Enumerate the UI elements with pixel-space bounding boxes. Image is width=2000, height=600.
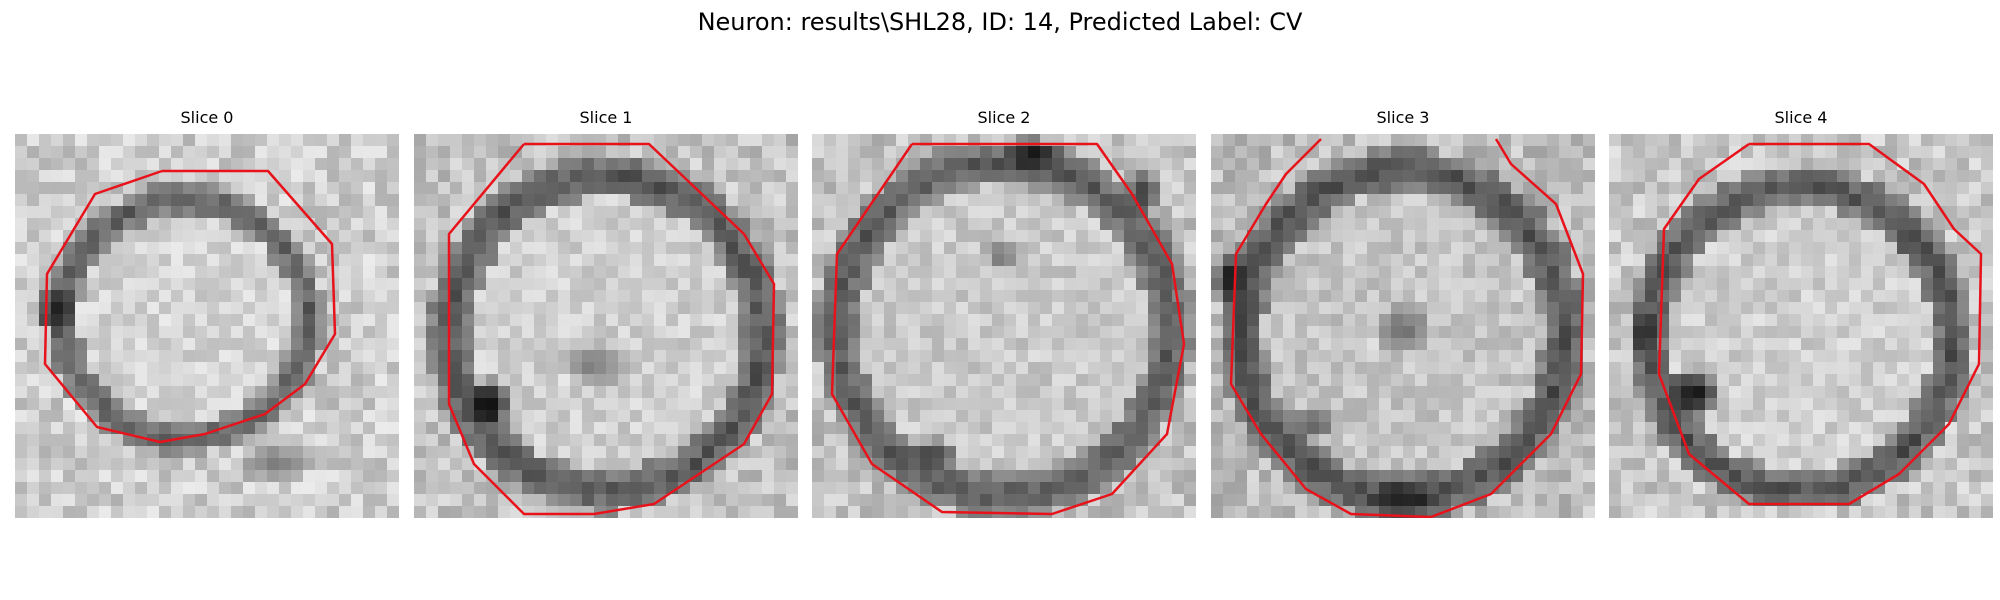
- slice-panel: Slice 2: [812, 108, 1196, 518]
- em-slice-image: [414, 134, 798, 518]
- segmentation-contour: [830, 142, 1186, 516]
- segmentation-contour: [1229, 138, 1585, 518]
- em-slice-image: [812, 134, 1196, 518]
- segmentation-contour: [1657, 142, 1983, 506]
- figure-title: Neuron: results\SHL28, ID: 14, Predicted…: [697, 8, 1303, 36]
- slice-panel: Slice 1: [414, 108, 798, 518]
- pixel-grid: [1609, 134, 1993, 518]
- segmentation-contour: [43, 169, 337, 444]
- slice-panel: Slice 0: [15, 108, 399, 518]
- pixel-grid: [15, 134, 399, 518]
- em-slice-image: [15, 134, 399, 518]
- slice-title: Slice 4: [1774, 108, 1828, 127]
- segmentation-contour: [447, 142, 776, 516]
- em-slice-image: [1211, 134, 1595, 518]
- slice-title: Slice 1: [579, 108, 633, 127]
- em-slice-image: [1609, 134, 1993, 518]
- pixel-grid: [1211, 134, 1595, 518]
- slice-panel: Slice 4: [1609, 108, 1993, 518]
- slice-panel: Slice 3: [1211, 108, 1595, 518]
- slice-title: Slice 0: [180, 108, 234, 127]
- slice-title: Slice 2: [977, 108, 1031, 127]
- slice-title: Slice 3: [1376, 108, 1430, 127]
